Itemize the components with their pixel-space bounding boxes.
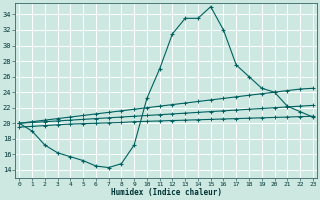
X-axis label: Humidex (Indice chaleur): Humidex (Indice chaleur): [110, 188, 221, 197]
